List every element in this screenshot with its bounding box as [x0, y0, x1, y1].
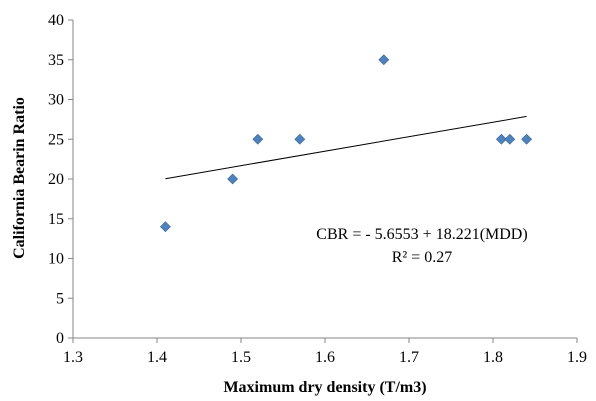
- data-point: [227, 173, 239, 185]
- x-tick-label: 1.8: [483, 349, 503, 366]
- y-tick-label: 20: [48, 171, 64, 188]
- y-axis-title: California Bearin Ratio: [11, 97, 28, 259]
- x-tick-label: 1.6: [315, 349, 335, 366]
- trendline: [165, 115, 527, 180]
- r-squared-label: R² = 0.27: [392, 249, 453, 266]
- x-tick-label: 1.7: [399, 349, 419, 366]
- x-tick-label: 1.9: [567, 349, 587, 366]
- annotations: CBR = - 5.6553 + 18.221(MDD) R² = 0.27: [316, 226, 527, 266]
- axes: [72, 20, 577, 339]
- trendline-layer: [165, 115, 527, 180]
- x-axis-ticks: 1.3 1.4 1.5 1.6 1.7 1.8 1.9: [63, 338, 587, 366]
- y-tick-label: 10: [48, 251, 64, 268]
- data-points: [159, 54, 533, 233]
- equation-label: CBR = - 5.6553 + 18.221(MDD): [316, 226, 527, 243]
- data-point: [521, 133, 533, 145]
- y-tick-label: 35: [48, 52, 64, 69]
- y-axis-ticks: 0 5 10 15 20 25 30 35 40: [48, 12, 73, 347]
- data-point: [252, 133, 264, 145]
- x-tick-label: 1.5: [231, 349, 251, 366]
- y-tick-label: 40: [48, 12, 64, 29]
- data-point: [378, 54, 390, 66]
- y-tick-label: 15: [48, 211, 64, 228]
- x-axis-title: Maximum dry density (T/m3): [223, 379, 426, 396]
- y-tick-label: 25: [48, 131, 64, 148]
- data-point: [294, 133, 306, 145]
- data-point: [504, 133, 516, 145]
- y-tick-label: 30: [48, 92, 64, 109]
- x-tick-label: 1.3: [63, 349, 83, 366]
- data-point: [159, 221, 171, 233]
- data-point: [495, 133, 507, 145]
- x-tick-label: 1.4: [147, 349, 167, 366]
- y-tick-label: 5: [56, 290, 64, 307]
- y-tick-label: 0: [56, 330, 64, 347]
